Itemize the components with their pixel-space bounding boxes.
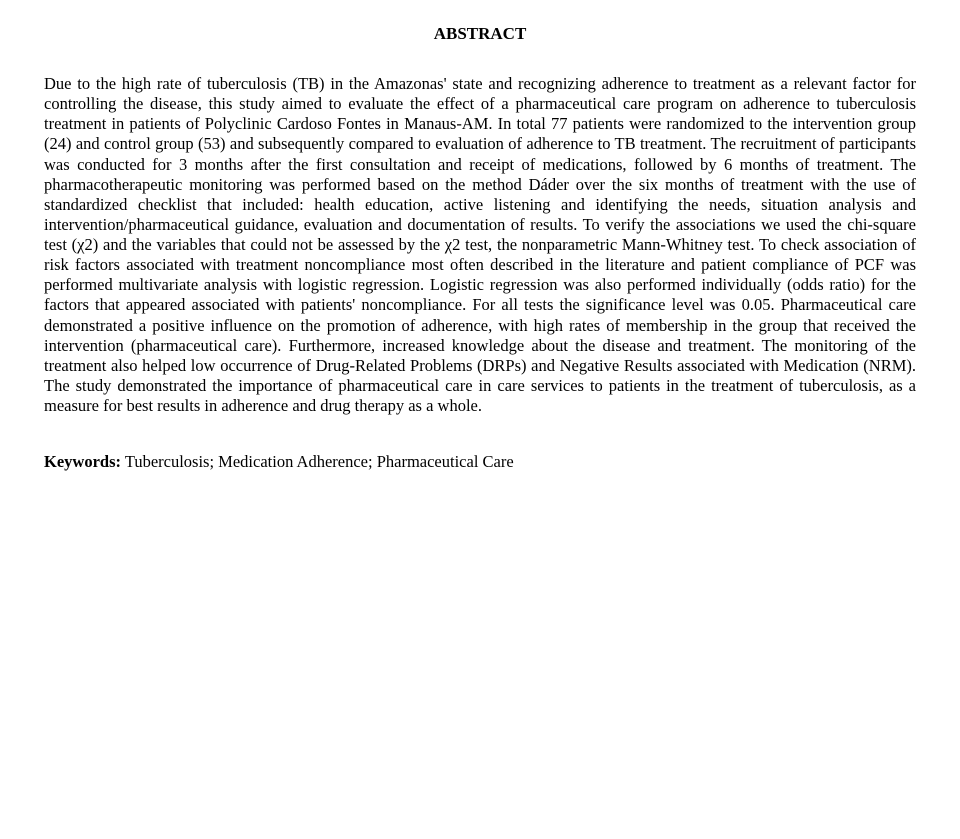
keywords-label: Keywords: [44,452,121,471]
abstract-body: Due to the high rate of tuberculosis (TB… [44,74,916,416]
abstract-title: ABSTRACT [44,24,916,44]
keywords-values: Tuberculosis; Medication Adherence; Phar… [121,452,514,471]
keywords-line: Keywords: Tuberculosis; Medication Adher… [44,452,916,472]
